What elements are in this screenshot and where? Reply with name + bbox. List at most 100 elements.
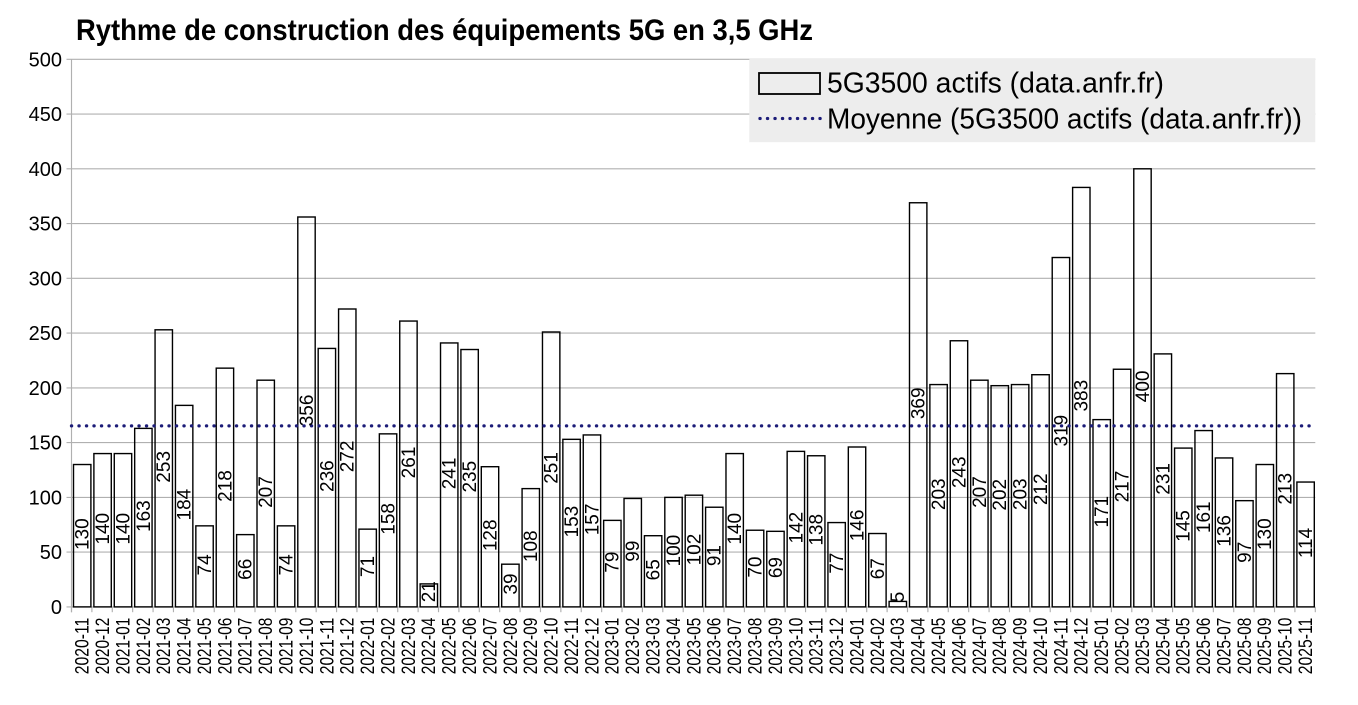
svg-text:184: 184 [175,488,196,520]
svg-text:356: 356 [297,395,318,427]
svg-text:2022-11: 2022-11 [562,618,583,675]
svg-text:2025-03: 2025-03 [1133,618,1154,675]
svg-text:140: 140 [725,513,746,545]
svg-text:Rythme de construction des équ: Rythme de construction des équipements 5… [76,14,813,47]
svg-text:261: 261 [399,447,420,479]
svg-text:130: 130 [1255,518,1276,550]
svg-text:2023-02: 2023-02 [623,618,644,675]
svg-text:213: 213 [1276,473,1297,505]
svg-text:383: 383 [1072,380,1093,412]
svg-text:157: 157 [582,504,603,536]
svg-text:212: 212 [1031,473,1052,505]
svg-text:235: 235 [460,461,481,493]
svg-text:319: 319 [1051,415,1072,447]
svg-text:100: 100 [664,535,685,567]
svg-text:2021-10: 2021-10 [297,618,318,675]
svg-text:2023-10: 2023-10 [786,618,807,675]
svg-text:202: 202 [990,479,1011,511]
svg-text:91: 91 [705,545,726,566]
svg-text:2021-09: 2021-09 [277,618,298,675]
svg-text:2025-10: 2025-10 [1276,618,1297,675]
svg-text:2022-12: 2022-12 [582,618,603,675]
svg-text:2025-01: 2025-01 [1092,618,1113,675]
svg-text:203: 203 [1011,478,1032,510]
svg-text:2024-08: 2024-08 [990,618,1011,675]
svg-text:5: 5 [888,592,909,603]
svg-text:2023-06: 2023-06 [705,618,726,675]
svg-text:74: 74 [195,554,216,576]
svg-text:114: 114 [1296,527,1317,558]
svg-text:218: 218 [215,470,236,502]
svg-text:136: 136 [1214,515,1235,547]
svg-text:2022-07: 2022-07 [480,618,501,675]
svg-text:2021-07: 2021-07 [236,618,257,675]
svg-text:2023-04: 2023-04 [664,617,685,674]
svg-text:142: 142 [786,512,807,544]
svg-text:2024-02: 2024-02 [868,618,889,675]
svg-text:2022-05: 2022-05 [440,618,461,675]
svg-text:2024-05: 2024-05 [929,618,950,675]
svg-text:241: 241 [440,458,461,490]
svg-text:2023-03: 2023-03 [644,618,665,675]
svg-text:400: 400 [1133,371,1154,403]
svg-text:158: 158 [378,503,399,535]
svg-text:97: 97 [1235,542,1256,563]
svg-text:130: 130 [73,518,94,550]
svg-text:203: 203 [929,478,950,510]
svg-text:2023-12: 2023-12 [827,618,848,675]
svg-text:102: 102 [684,534,705,566]
svg-text:251: 251 [542,452,563,484]
svg-text:Moyenne (5G3500 actifs (data.a: Moyenne (5G3500 actifs (data.anfr.fr)) [827,104,1302,136]
svg-text:2021-05: 2021-05 [195,618,216,675]
svg-text:99: 99 [623,541,644,562]
svg-text:70: 70 [745,556,766,577]
svg-text:2024-01: 2024-01 [847,618,868,675]
svg-text:2025-07: 2025-07 [1214,618,1235,675]
svg-text:66: 66 [236,559,257,580]
svg-text:67: 67 [868,558,889,579]
svg-text:2021-04: 2021-04 [175,617,196,674]
svg-text:2025-08: 2025-08 [1235,618,1256,675]
svg-text:150: 150 [29,433,62,455]
svg-text:128: 128 [480,519,501,551]
svg-text:2021-01: 2021-01 [113,618,134,675]
svg-text:207: 207 [970,476,991,508]
svg-text:272: 272 [338,441,359,473]
svg-text:250: 250 [29,323,62,345]
svg-text:253: 253 [154,451,175,483]
svg-text:21: 21 [419,581,440,602]
svg-text:153: 153 [562,506,583,538]
svg-text:2023-01: 2023-01 [603,618,624,675]
svg-text:2020-11: 2020-11 [73,618,94,675]
svg-text:5G3500 actifs (data.anfr.fr): 5G3500 actifs (data.anfr.fr) [827,68,1164,100]
svg-text:400: 400 [29,159,62,181]
svg-text:2021-11: 2021-11 [317,618,338,675]
svg-text:163: 163 [134,500,155,532]
svg-text:2023-08: 2023-08 [745,618,766,675]
svg-text:500: 500 [29,49,62,71]
svg-text:138: 138 [807,514,828,546]
svg-text:171: 171 [1092,496,1113,528]
svg-text:140: 140 [93,513,114,545]
svg-text:2024-09: 2024-09 [1011,618,1032,675]
svg-text:2022-04: 2022-04 [419,617,440,674]
svg-text:65: 65 [644,559,665,580]
svg-text:50: 50 [40,542,62,564]
svg-text:2024-03: 2024-03 [888,618,909,675]
svg-text:71: 71 [358,556,379,577]
svg-text:39: 39 [501,573,522,594]
svg-text:369: 369 [909,387,930,419]
svg-text:140: 140 [113,513,134,545]
svg-text:2023-05: 2023-05 [684,618,705,675]
svg-text:217: 217 [1112,471,1133,503]
svg-text:2025-04: 2025-04 [1153,617,1174,674]
svg-text:2021-06: 2021-06 [215,618,236,675]
svg-text:2022-09: 2022-09 [521,618,542,675]
svg-text:77: 77 [827,553,848,574]
svg-text:236: 236 [317,460,338,492]
svg-text:2022-03: 2022-03 [399,618,420,675]
svg-text:100: 100 [29,487,62,509]
svg-text:2024-07: 2024-07 [970,618,991,675]
svg-text:450: 450 [29,104,62,126]
svg-text:207: 207 [256,476,277,508]
